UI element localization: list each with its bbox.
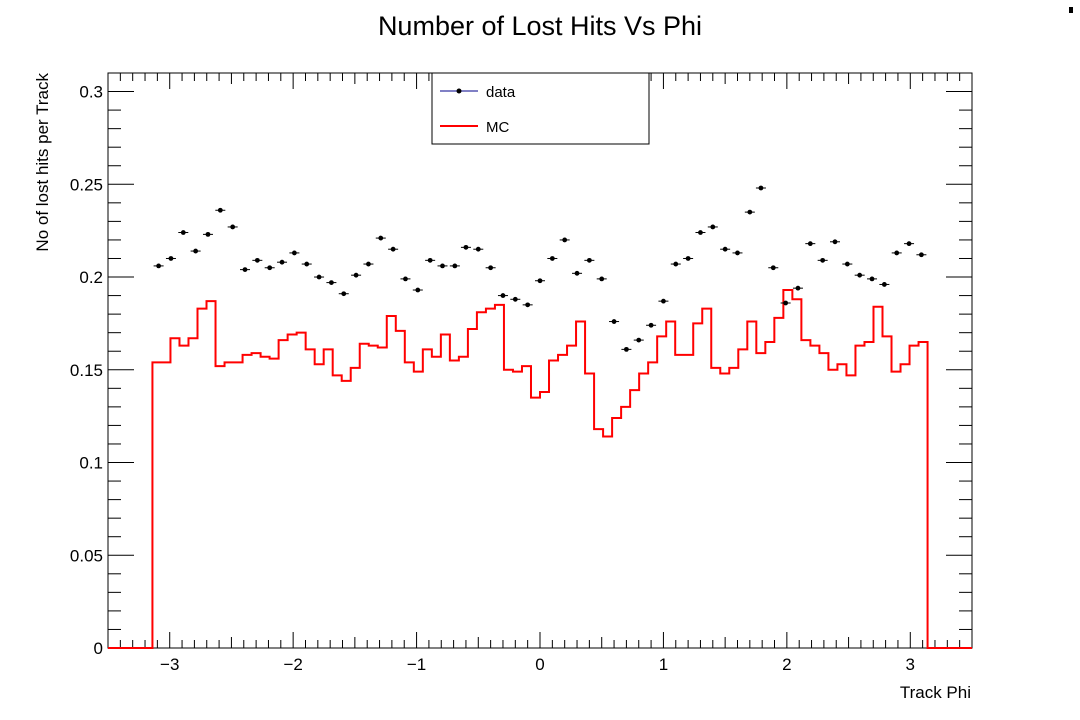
legend: data MC <box>431 72 650 145</box>
legend-box <box>431 72 650 145</box>
data-point <box>624 346 629 352</box>
data-point <box>747 209 753 215</box>
data-point <box>869 276 875 282</box>
data-point <box>475 246 481 252</box>
data-point <box>549 256 555 261</box>
mc-histogram-line <box>108 289 972 649</box>
x-tick-label: 2 <box>782 655 791 674</box>
data-point <box>316 274 322 280</box>
data-point <box>378 235 384 241</box>
data-point <box>661 298 666 304</box>
data-point <box>525 302 531 308</box>
data-point <box>452 263 458 269</box>
data-point <box>500 293 506 298</box>
data-point <box>783 300 789 306</box>
data-point <box>440 263 445 269</box>
chart-title: Number of Lost Hits Vs Phi <box>378 11 702 41</box>
data-point <box>710 224 716 230</box>
data-point <box>574 270 580 276</box>
data-point <box>611 319 617 324</box>
data-point <box>156 263 162 269</box>
x-tick-label: 1 <box>659 655 668 674</box>
data-point <box>894 250 900 256</box>
data-point <box>832 239 838 245</box>
data-point <box>217 207 223 213</box>
data-point <box>844 261 850 267</box>
data-point <box>599 276 605 282</box>
data-point <box>857 272 863 278</box>
data-point <box>242 267 248 273</box>
legend-data-label: data <box>486 84 516 101</box>
y-tick-label: 0.05 <box>70 546 103 565</box>
data-point <box>427 257 433 263</box>
x-tick-label: 3 <box>906 655 915 674</box>
data-point <box>918 252 924 258</box>
data-point <box>795 285 801 291</box>
data-point <box>291 250 297 256</box>
data-point <box>254 257 260 263</box>
data-point <box>267 265 273 271</box>
data-point <box>685 256 691 261</box>
data-point <box>488 265 494 271</box>
data-point <box>562 237 568 243</box>
data-point <box>673 261 679 267</box>
data-point <box>648 322 654 328</box>
data-point <box>353 272 359 278</box>
data-point <box>758 185 764 191</box>
y-tick-label: 0.15 <box>70 361 103 380</box>
canvas-marker <box>1069 7 1073 13</box>
y-tick-label: 0.3 <box>79 83 103 102</box>
data-point <box>698 230 703 235</box>
data-point <box>537 278 543 284</box>
data-point <box>735 250 740 256</box>
x-axis-label: Track Phi <box>900 683 971 702</box>
data-point <box>820 257 826 263</box>
data-point <box>329 280 334 285</box>
y-tick-label: 0.1 <box>79 454 103 473</box>
y-tick-label: 0.25 <box>70 175 103 194</box>
data-point <box>403 276 408 282</box>
data-point <box>463 244 469 250</box>
data-point <box>881 282 887 287</box>
data-point <box>906 241 912 247</box>
data-point <box>390 246 396 252</box>
data-point <box>180 230 186 235</box>
data-point <box>304 261 310 267</box>
data-point <box>341 291 347 297</box>
data-point <box>722 246 728 252</box>
data-point <box>366 261 371 267</box>
plot-frame <box>107 72 973 649</box>
y-tick-label: 0 <box>94 639 103 658</box>
legend-mc-label: MC <box>486 119 509 136</box>
data-point <box>807 241 813 247</box>
data-point <box>512 296 518 302</box>
x-tick-label: −1 <box>407 655 426 674</box>
data-point <box>770 265 776 271</box>
data-point <box>279 259 285 265</box>
y-axis-label: No of lost hits per Track <box>33 73 52 252</box>
data-point <box>636 337 642 343</box>
data-point <box>205 231 211 237</box>
y-tick-label: 0.2 <box>79 268 103 287</box>
x-tick-label: −3 <box>160 655 179 674</box>
data-point <box>168 256 174 261</box>
data-point <box>230 224 236 230</box>
legend-data-marker <box>456 88 462 94</box>
data-point <box>415 287 421 293</box>
data-point <box>586 257 592 263</box>
x-tick-label: −2 <box>283 655 302 674</box>
x-tick-label: 0 <box>535 655 544 674</box>
data-point <box>193 248 199 254</box>
